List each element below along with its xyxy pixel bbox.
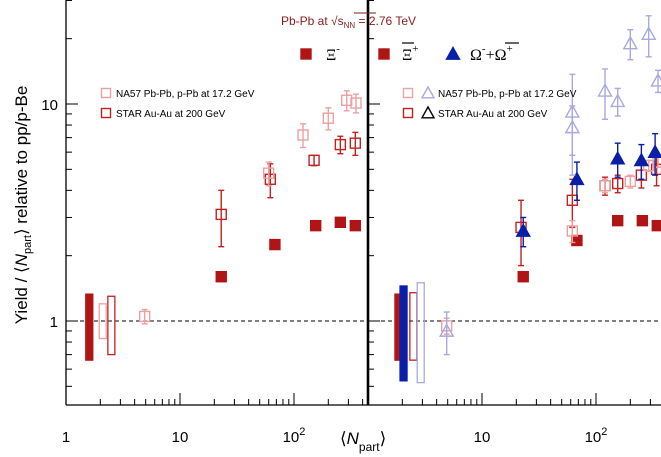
legend-marker <box>420 85 436 99</box>
systematic-band <box>85 293 94 361</box>
x-axis-label-post: ⟩ <box>380 429 387 448</box>
data-point <box>564 119 581 134</box>
data-point <box>517 271 529 283</box>
x-tick-label: 1 <box>62 429 70 446</box>
chart-frame <box>65 0 661 406</box>
chart-title: Pb-Pb at √sNN = 2.76 TeV <box>281 14 416 30</box>
systematic-band <box>107 295 116 356</box>
y-tick-label: 10 <box>41 97 58 114</box>
species-label-omega-bar: Ω <box>495 47 507 64</box>
data-point <box>334 216 347 228</box>
legend-marker <box>100 107 112 119</box>
data-point <box>349 219 362 232</box>
data-point <box>624 175 637 188</box>
x-tick-exponent: 2 <box>601 426 607 438</box>
species-label-superscript: - <box>336 43 340 55</box>
data-point <box>610 93 626 108</box>
title-s: s <box>338 14 344 28</box>
x-axis-label: ⟨Npart⟩ <box>340 429 386 454</box>
x-axis-label-subscript: part <box>359 440 380 454</box>
legend-marker <box>402 107 414 119</box>
systematic-band <box>399 285 408 382</box>
data-point <box>569 171 585 186</box>
x-tick-exponent: 2 <box>299 426 305 438</box>
x-tick-label: 102 <box>283 426 306 446</box>
species-label-xi-minus: Ξ- <box>326 43 340 64</box>
y-axis-label-n: N <box>12 253 31 266</box>
data-point <box>599 180 611 192</box>
data-point <box>650 163 661 176</box>
data-point <box>611 214 624 227</box>
data-point <box>264 173 277 185</box>
data-point <box>263 167 275 179</box>
x-tick-label: 10 <box>474 429 491 446</box>
species-label-plus: + <box>486 47 495 64</box>
x-tick-label: 10 <box>172 429 189 446</box>
data-point <box>350 97 362 109</box>
data-marks <box>100 15 661 356</box>
data-point <box>566 225 579 237</box>
y-axis-label-pre: Yield / ⟨ <box>12 266 31 324</box>
legend-entry-text: STAR Au-Au at 200 GeV <box>116 109 226 120</box>
species-label-superscript: + <box>412 43 418 55</box>
data-point <box>322 112 335 124</box>
legend-marker <box>100 87 112 99</box>
data-point <box>597 82 613 97</box>
systematic-band <box>409 292 418 361</box>
data-point <box>647 144 661 159</box>
data-point <box>610 150 626 165</box>
species-marker-xi-plus <box>378 48 390 60</box>
data-point <box>297 129 309 141</box>
title-subscript: NN <box>344 21 356 30</box>
species-label-omega: Ω-+Ω+ <box>470 43 513 64</box>
data-point <box>571 234 583 247</box>
species-label-xi-plus: Ξ+ <box>402 43 419 64</box>
title-suffix: = 2.76 TeV <box>355 14 416 28</box>
systematic-band <box>416 282 425 384</box>
species-marker-omega <box>445 46 461 60</box>
data-point <box>622 35 639 50</box>
data-point <box>611 177 624 190</box>
y-axis-label: Yield / ⟨Npart⟩ relative to pp/p-Be <box>12 86 34 325</box>
legend-marker <box>420 105 436 119</box>
data-point <box>633 152 650 167</box>
data-point <box>636 214 649 227</box>
data-point <box>334 138 347 151</box>
legend-entry-text: NA57 Pb-Pb, p-Pb at 17.2 GeV <box>438 89 577 100</box>
data-point <box>138 310 151 323</box>
data-point <box>438 322 455 337</box>
data-point <box>269 238 281 251</box>
data-point <box>215 208 227 221</box>
x-axis-label-n: N <box>347 429 360 448</box>
legend-marker <box>402 87 414 99</box>
data-point <box>308 154 320 167</box>
data-point <box>349 137 362 149</box>
y-axis-label-post: ⟩ relative to pp/p-Be <box>12 86 31 235</box>
data-point <box>650 72 661 87</box>
species-marker-xi-minus <box>300 48 312 60</box>
data-point <box>309 219 322 232</box>
systematic-bands <box>85 282 425 384</box>
data-point <box>515 223 531 237</box>
x-tick-label: 102 <box>585 426 608 446</box>
data-point <box>651 219 661 232</box>
species-label-superscript: + <box>506 43 512 55</box>
y-tick-label: 1 <box>50 314 58 331</box>
y-axis-label-subscript: part <box>22 235 34 254</box>
legend-entry-text: STAR Au-Au at 200 GeV <box>438 109 548 120</box>
title-sqrt: √ <box>331 14 338 28</box>
x-axis-label-pre: ⟨ <box>340 429 347 448</box>
data-point <box>641 26 657 40</box>
data-point <box>215 271 227 283</box>
systematic-band <box>98 303 107 340</box>
legend-entry-text: NA57 Pb-Pb, p-Pb at 17.2 GeV <box>116 89 255 100</box>
species-label-superscript: - <box>482 43 486 55</box>
